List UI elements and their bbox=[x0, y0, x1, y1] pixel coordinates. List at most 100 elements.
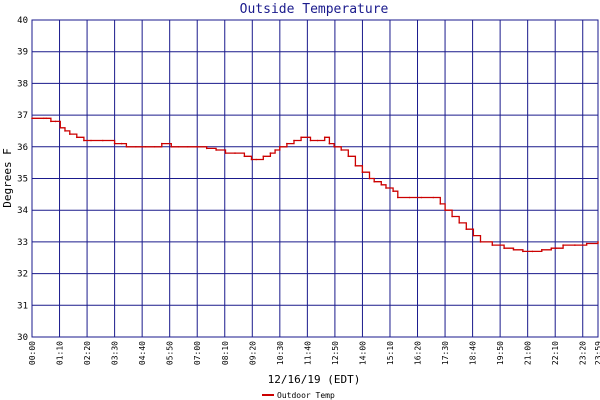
x-tick-label: 10:30 bbox=[276, 341, 285, 365]
data-point bbox=[43, 117, 45, 120]
data-point bbox=[451, 215, 453, 218]
y-tick-label: 30 bbox=[17, 333, 28, 343]
x-tick-label: 09:20 bbox=[248, 341, 257, 365]
y-tick-label: 35 bbox=[17, 175, 28, 185]
x-tick-label: 21:00 bbox=[524, 341, 533, 365]
data-point bbox=[250, 158, 253, 161]
chart-title: Outside Temperature bbox=[240, 2, 389, 17]
x-tick-label: 02:20 bbox=[83, 341, 92, 365]
data-point bbox=[458, 222, 461, 224]
data-point bbox=[135, 146, 137, 148]
data-point bbox=[274, 149, 276, 151]
x-tick-label: 17:30 bbox=[441, 341, 450, 365]
data-point bbox=[113, 142, 116, 145]
x-tick-label: 23:20 bbox=[579, 341, 588, 365]
data-point bbox=[541, 249, 543, 251]
data-point bbox=[316, 139, 319, 142]
data-point bbox=[177, 146, 180, 148]
data-point bbox=[170, 146, 173, 148]
y-tick-label: 31 bbox=[17, 301, 28, 311]
data-point bbox=[309, 139, 312, 142]
x-tick-label: 22:10 bbox=[551, 341, 560, 365]
data-point bbox=[522, 250, 524, 253]
data-point bbox=[286, 142, 288, 145]
data-point bbox=[59, 127, 62, 129]
data-point bbox=[373, 180, 376, 183]
data-point bbox=[76, 136, 78, 139]
data-point bbox=[215, 149, 217, 151]
y-tick-label: 38 bbox=[17, 79, 28, 89]
data-point bbox=[444, 209, 446, 211]
x-tick-label: 19:50 bbox=[496, 341, 505, 365]
data-point bbox=[83, 139, 85, 142]
x-tick-label: 05:50 bbox=[166, 341, 175, 365]
data-point bbox=[380, 184, 383, 186]
data-point bbox=[45, 117, 47, 120]
data-point bbox=[408, 196, 411, 199]
data-point bbox=[347, 155, 350, 158]
x-tick-label: 00:00 bbox=[28, 341, 37, 365]
data-point bbox=[340, 149, 343, 151]
y-tick-label: 37 bbox=[17, 111, 28, 121]
x-tick-label: 15:10 bbox=[386, 341, 395, 365]
y-tick-label: 33 bbox=[17, 238, 28, 248]
y-tick-label: 39 bbox=[17, 48, 28, 58]
x-tick-label: 23:59 bbox=[594, 341, 600, 365]
y-tick-label: 34 bbox=[17, 206, 28, 216]
data-point bbox=[392, 190, 394, 192]
data-point bbox=[397, 196, 399, 199]
data-point bbox=[555, 247, 557, 249]
data-point bbox=[205, 147, 208, 150]
data-point bbox=[368, 177, 371, 180]
data-point bbox=[420, 196, 423, 199]
data-point bbox=[585, 242, 588, 245]
data-point bbox=[354, 165, 357, 167]
x-axis-ticks: 00:00 01:10 02:20 03:30 04:40 05:50 07:00 08:10… bbox=[28, 341, 600, 365]
y-tick-label: 32 bbox=[17, 270, 28, 280]
x-tick-label: 08:10 bbox=[221, 341, 230, 365]
x-tick-label: 11:40 bbox=[303, 341, 312, 365]
x-tick-label: 16:20 bbox=[414, 341, 423, 365]
data-point bbox=[512, 249, 515, 251]
data-point bbox=[333, 146, 335, 148]
y-tick-label: 36 bbox=[17, 143, 28, 153]
data-point bbox=[69, 133, 71, 135]
data-point bbox=[439, 203, 442, 205]
data-point bbox=[31, 117, 33, 120]
y-axis-label: Degrees F bbox=[1, 148, 14, 208]
data-point bbox=[432, 196, 435, 199]
data-point bbox=[465, 228, 468, 230]
data-point bbox=[472, 234, 475, 237]
data-point bbox=[328, 142, 331, 145]
legend: Outdoor Temp bbox=[262, 391, 335, 400]
data-point bbox=[550, 247, 553, 249]
x-tick-label: 12:50 bbox=[331, 341, 340, 365]
x-axis-label: 12/16/19 (EDT) bbox=[268, 373, 361, 386]
x-tick-label: 04:40 bbox=[138, 341, 147, 365]
data-point bbox=[196, 146, 198, 148]
x-tick-label: 18:40 bbox=[469, 341, 478, 365]
series-line-outdoor-temp bbox=[32, 117, 599, 253]
data-point bbox=[64, 130, 66, 132]
data-point bbox=[361, 171, 364, 173]
x-tick-label: 01:10 bbox=[56, 341, 65, 365]
data-point bbox=[323, 136, 326, 139]
data-point bbox=[125, 146, 128, 148]
data-point bbox=[255, 158, 257, 161]
data-point bbox=[269, 152, 272, 154]
legend-label: Outdoor Temp bbox=[277, 391, 335, 400]
data-point bbox=[293, 139, 295, 142]
data-point bbox=[491, 244, 494, 246]
data-point bbox=[234, 152, 236, 154]
data-point bbox=[300, 136, 302, 139]
data-point bbox=[54, 120, 57, 123]
x-tick-label: 03:30 bbox=[111, 341, 120, 365]
series-group bbox=[31, 117, 599, 253]
x-tick-label: 07:00 bbox=[193, 341, 202, 365]
data-point bbox=[153, 146, 156, 148]
data-point bbox=[574, 244, 576, 246]
data-point bbox=[243, 155, 246, 158]
data-point bbox=[144, 146, 147, 148]
data-point bbox=[187, 146, 189, 148]
data-point bbox=[531, 250, 534, 253]
